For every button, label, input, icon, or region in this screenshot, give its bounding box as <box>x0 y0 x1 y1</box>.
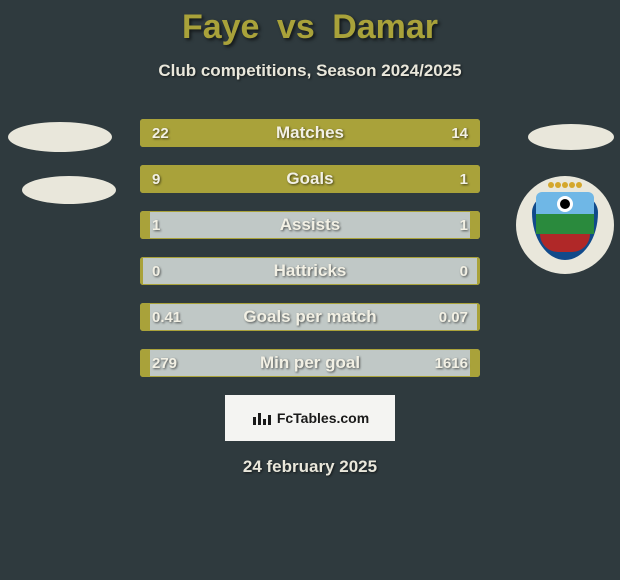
stat-row: 2214Matches <box>140 119 480 147</box>
comparison-title: Faye vs Damar <box>0 8 620 47</box>
stat-label: Goals per match <box>140 303 480 331</box>
left-badge-1 <box>8 122 112 152</box>
stat-label: Matches <box>140 119 480 147</box>
right-club-crest <box>516 176 614 274</box>
stat-rows: 2214Matches 91Goals 11Assists 00Hattricks 0.… <box>140 119 480 377</box>
stat-label: Assists <box>140 211 480 239</box>
stat-row: 0.410.07Goals per match <box>140 303 480 331</box>
brand-box: FcTables.com <box>225 395 395 441</box>
stat-row: 00Hattricks <box>140 257 480 285</box>
stat-label: Hattricks <box>140 257 480 285</box>
subtitle: Club competitions, Season 2024/2025 <box>0 61 620 81</box>
brand-bars-icon <box>251 411 271 425</box>
left-badge-2 <box>22 176 116 204</box>
crest-mid-band <box>536 214 594 234</box>
stat-row: 91Goals <box>140 165 480 193</box>
stat-label: Min per goal <box>140 349 480 377</box>
infographic-container: Faye vs Damar Club competitions, Season … <box>0 0 620 580</box>
date-label: 24 february 2025 <box>0 457 620 477</box>
right-badge-1 <box>528 124 614 150</box>
brand-label: FcTables.com <box>277 410 369 426</box>
stat-label: Goals <box>140 165 480 193</box>
crest-ball-icon <box>557 196 573 212</box>
player2-name: Damar <box>332 8 438 46</box>
crest-icon <box>526 186 604 264</box>
player1-name: Faye <box>182 8 260 46</box>
vs-label: vs <box>277 8 315 46</box>
stat-row: 2791616Min per goal <box>140 349 480 377</box>
stat-row: 11Assists <box>140 211 480 239</box>
